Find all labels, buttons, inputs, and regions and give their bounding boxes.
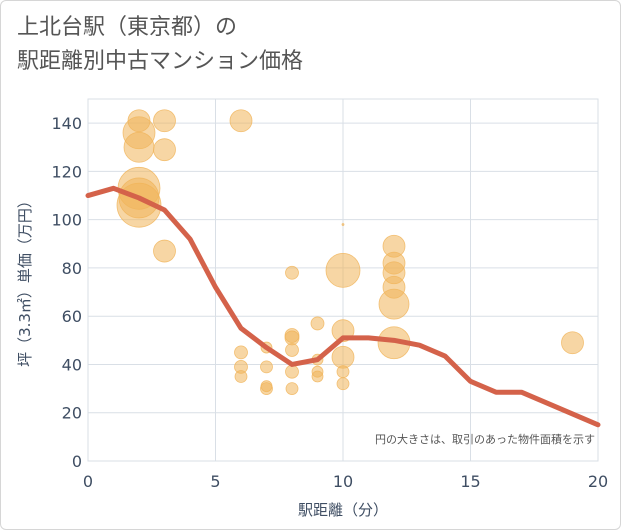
axis-ticks: 0 5 10 15 20 0 20 40 60 80 100 120 140: [51, 114, 608, 491]
bubble-point: [260, 360, 273, 374]
bubble-point: [229, 109, 253, 133]
bubble-point: [331, 345, 355, 369]
bubble-point: [285, 343, 299, 357]
bubble-point: [325, 252, 361, 288]
bubble-point: [284, 330, 300, 346]
y-axis-title: 坪（3.3㎡）単価（万円）: [16, 193, 34, 367]
bubble-series: [116, 109, 584, 396]
y-tick-label: 60: [62, 307, 82, 326]
bubble-point: [234, 370, 248, 383]
y-tick-label: 140: [51, 114, 82, 133]
x-tick-label: 15: [460, 472, 480, 491]
bubble-point: [285, 382, 299, 396]
x-tick-label: 0: [83, 472, 93, 491]
x-axis-title: 駅距離（分）: [298, 501, 388, 519]
y-tick-label: 0: [72, 452, 82, 471]
bubble-point: [285, 364, 299, 379]
bubble-point: [153, 239, 176, 263]
bubble-point: [123, 131, 155, 163]
bubble-point: [127, 109, 151, 133]
bubble-point: [341, 223, 345, 226]
bubble-point: [561, 331, 584, 355]
chart-title: 上北台駅（東京都）の 駅距離別中古マンション価格: [17, 11, 303, 79]
bubble-size-note: 円の大きさは、取引のあった物件面積を示す: [375, 432, 595, 446]
y-tick-label: 80: [62, 259, 82, 278]
bubble-point: [153, 138, 176, 162]
bubble-point: [285, 265, 299, 280]
y-tick-label: 100: [51, 211, 82, 230]
bubble-point: [260, 380, 273, 393]
bubble-point: [234, 345, 248, 360]
y-tick-label: 120: [51, 162, 82, 181]
bubble-point: [336, 377, 350, 391]
y-tick-label: 20: [62, 404, 82, 423]
bubble-point: [382, 275, 406, 299]
trend-line-series: [85, 185, 601, 428]
x-tick-label: 20: [588, 472, 608, 491]
trend-line: [85, 185, 601, 428]
bubble-point: [310, 316, 325, 331]
chart-title-line-2: 駅距離別中古マンション価格: [17, 49, 304, 74]
x-tick-label: 10: [333, 472, 353, 491]
plot-area-border: [87, 98, 599, 462]
bubble-point: [336, 365, 350, 379]
y-tick-label: 40: [62, 355, 82, 374]
x-tick-label: 5: [210, 472, 220, 491]
chart-title-line-1: 上北台駅（東京都）の: [17, 15, 238, 40]
bubble-point: [153, 109, 176, 133]
bubble-point: [311, 370, 324, 383]
